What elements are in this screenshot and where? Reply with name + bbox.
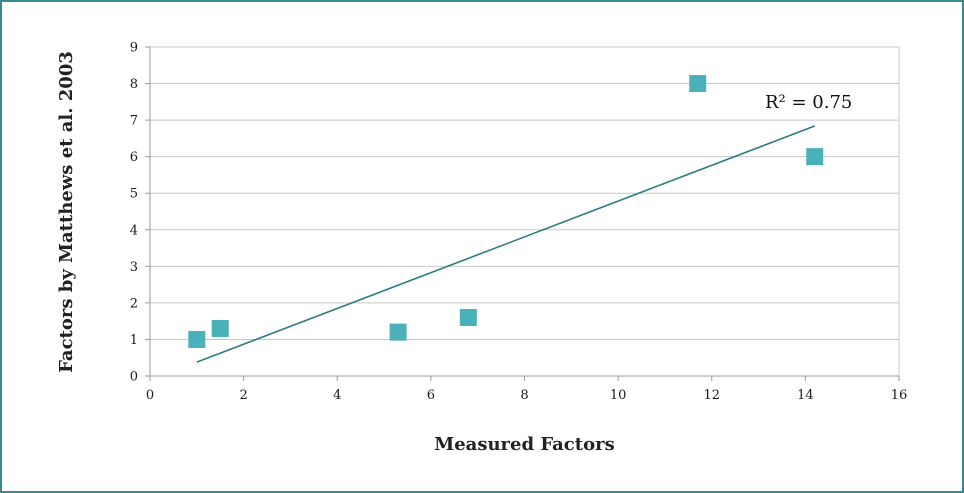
y-tick-label: 2 [130, 296, 138, 311]
trendline [196, 125, 816, 363]
data-point-1 [188, 330, 206, 348]
y-tick-label: 3 [130, 260, 138, 275]
data-point-6 [806, 148, 824, 166]
y-tick-label: 0 [130, 370, 138, 385]
y-axis-title: Factors by Matthews et al. 2003 [56, 51, 77, 373]
y-tick-label: 9 [130, 41, 138, 56]
data-point-3 [389, 323, 407, 341]
x-tick-label: 8 [520, 388, 528, 403]
x-tick-label: 4 [333, 388, 341, 403]
data-point-5 [689, 75, 707, 93]
x-tick-label: 14 [797, 388, 814, 403]
x-tick-labels: 0 2 4 6 8 10 12 14 16 [146, 388, 907, 403]
data-point-4 [459, 309, 477, 327]
y-tick-label: 6 [130, 150, 138, 165]
x-tick-label: 10 [610, 388, 627, 403]
y-tick-label: 4 [130, 223, 138, 238]
data-points [188, 75, 824, 348]
data-point-2 [211, 319, 229, 337]
axes [145, 46, 900, 381]
y-tick-label: 7 [130, 114, 138, 129]
y-tick-label: 8 [130, 77, 138, 92]
x-tick-label: 0 [146, 388, 154, 403]
trendline-group [196, 125, 816, 363]
y-tick-labels: 0 1 2 3 4 5 6 7 8 9 [130, 41, 138, 385]
y-tick-label: 1 [130, 333, 138, 348]
r-squared-annotation: R² = 0.75 [765, 92, 852, 113]
x-tick-label: 12 [703, 388, 720, 403]
x-tick-label: 2 [239, 388, 247, 403]
x-tick-label: 16 [891, 388, 908, 403]
y-tick-label: 5 [130, 187, 138, 202]
x-tick-label: 6 [427, 388, 435, 403]
gridlines [150, 46, 900, 376]
x-axis-title: Measured Factors [434, 434, 614, 455]
